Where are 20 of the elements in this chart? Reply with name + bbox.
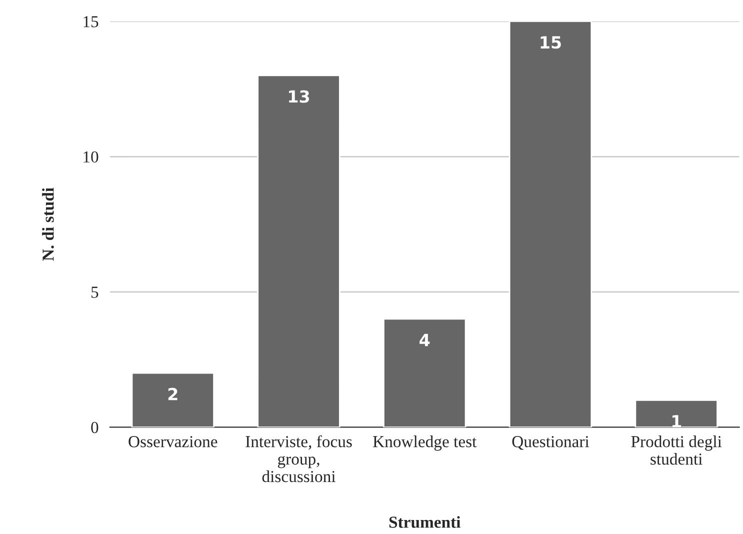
x-axis-title: Strumenti	[389, 516, 460, 528]
data-label: 13	[289, 90, 310, 103]
y-tick-label: 10	[84, 151, 98, 163]
data-label: 4	[420, 334, 430, 346]
y-tick-label: 5	[91, 286, 98, 298]
data-label: 2	[168, 388, 178, 400]
bar	[131, 372, 214, 428]
bar	[508, 21, 592, 428]
data-label: 15	[540, 36, 561, 49]
bar	[257, 74, 340, 428]
x-tick-label: Prodotti degli studenti	[631, 436, 722, 465]
y-axis-title: N. di studi	[42, 188, 54, 261]
y-tick-label: 0	[91, 422, 98, 434]
x-tick-label: Questionari	[512, 436, 590, 450]
x-tick-label: Interviste, focus group, discussioni	[246, 435, 352, 482]
bar	[634, 399, 718, 428]
bar	[383, 318, 466, 428]
x-tick-label: Osservazione	[128, 436, 218, 448]
y-tick-label: 15	[84, 16, 98, 28]
x-tick-label: Knowledge test	[373, 436, 477, 451]
